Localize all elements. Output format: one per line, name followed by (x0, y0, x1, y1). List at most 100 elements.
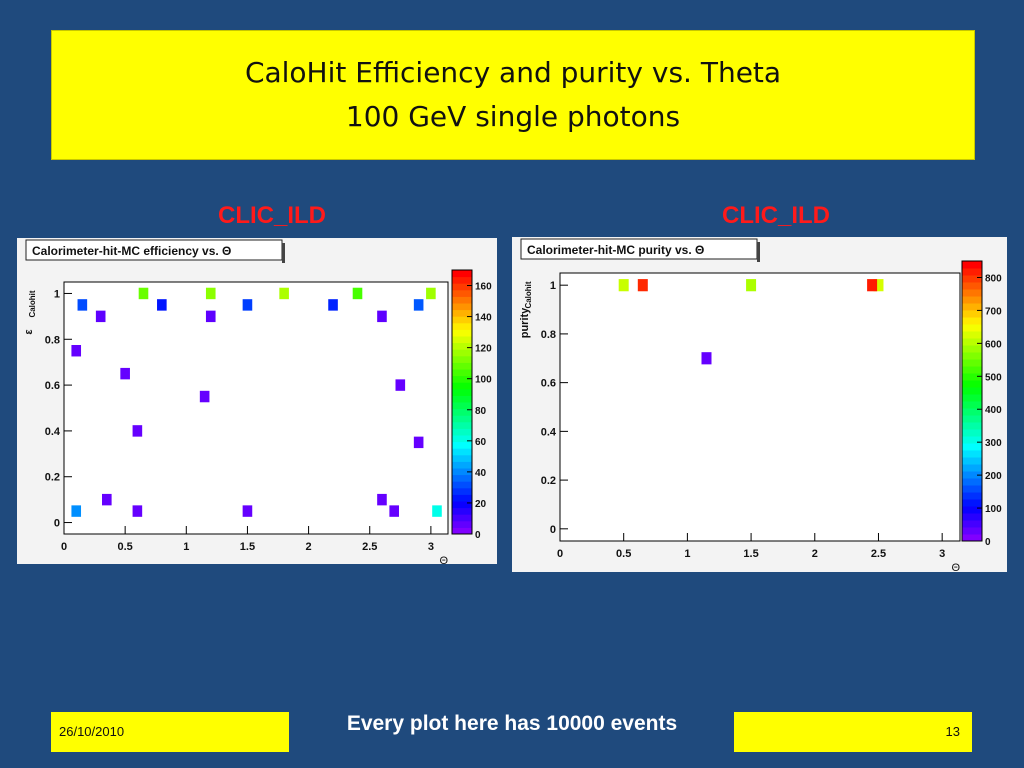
colorbar-segment (962, 478, 982, 486)
heatmap-cell (205, 287, 216, 300)
colorbar-tick-label: 120 (475, 344, 492, 355)
left-plot-label: CLIC_ILD (218, 202, 326, 229)
colorbar-segment (962, 296, 982, 304)
plot-frame (559, 272, 961, 542)
slide-title-line1: CaloHit Efficiency and purity vs. Theta (244, 56, 782, 89)
heatmap-cell (279, 287, 289, 300)
colorbar-segment (962, 268, 982, 276)
heatmap-cell (71, 505, 82, 517)
colorbar-segment (962, 394, 982, 402)
colorbar-segment (962, 380, 982, 388)
purity-histogram: Calorimeter-hit-MC purity vs. Θ 0 0.5 1 1.5 2… (519, 238, 1002, 572)
heatmap-cell (413, 436, 424, 449)
x-tick-label: 2.5 (871, 548, 886, 560)
colorbar-segment (452, 454, 472, 462)
colorbar-segment (452, 316, 472, 324)
colorbar-segment (962, 401, 982, 409)
colorbar-segment (962, 422, 982, 430)
x-tick-label: 0.5 (616, 548, 631, 560)
colorbar-segment (452, 283, 472, 291)
colorbar-segment (452, 461, 472, 469)
colorbar-segment (962, 436, 982, 444)
colorbar-segment (452, 369, 472, 377)
x-tick-label: 3 (428, 541, 434, 553)
colorbar-segment (452, 441, 472, 449)
heatmap-cell (132, 505, 143, 517)
heatmap-cell (377, 493, 387, 506)
heatmap-cell (199, 390, 210, 403)
heatmap-cell (71, 345, 82, 357)
colorbar-frame (961, 260, 983, 542)
heatmap-cell (426, 287, 436, 300)
colorbar-segment (452, 421, 472, 429)
colorbar-segment (962, 261, 982, 269)
colorbar-segment (452, 362, 472, 370)
colorbar-segment (962, 275, 982, 283)
efficiency-plot: Calorimeter-hit-MC efficiency vs. Θ 0 0.5 1… (17, 238, 497, 564)
y-tick-label: 0.4 (541, 426, 557, 438)
colorbar-segment (962, 352, 982, 360)
colorbar-segment (962, 443, 982, 451)
heatmap-cell (328, 299, 338, 311)
colorbar-segment (962, 359, 982, 367)
y-axis-label-subscript: Calohit (28, 290, 37, 317)
colorbar-tick-label: 200 (985, 471, 1002, 482)
colorbar-segment (452, 514, 472, 522)
colorbar-segment (452, 468, 472, 476)
colorbar-tick-label: 500 (985, 372, 1002, 383)
colorbar-tick-label: 160 (475, 282, 492, 293)
title-box: CaloHit Efficiency and purity vs. Theta … (51, 30, 975, 160)
colorbar-segment (452, 349, 472, 357)
colorbar-segment (452, 382, 472, 390)
colorbar-segment (452, 428, 472, 436)
colorbar-segment (962, 527, 982, 535)
colorbar-segment (962, 534, 982, 542)
heatmap-cell (867, 279, 878, 292)
y-axis-label: purity (519, 307, 531, 338)
plot-title-shadow (282, 243, 285, 263)
heatmap-cell (413, 299, 424, 311)
colorbar-segment (962, 338, 982, 346)
x-tick-label: 1.5 (743, 548, 758, 560)
colorbar-segment (962, 471, 982, 479)
heatmap-cell (746, 279, 757, 292)
x-tick-label: 1 (183, 541, 189, 553)
slide-title-line2: 100 GeV single photons (345, 100, 681, 133)
heatmap-cell (205, 310, 216, 323)
colorbar-segment (452, 336, 472, 344)
colorbar-segment (962, 303, 982, 311)
x-axis-label: Θ (951, 562, 960, 572)
heatmap-cell (77, 299, 88, 311)
heatmap-cell (432, 505, 442, 517)
y-axis-label: ε (23, 329, 35, 335)
colorbar-tick-label: 800 (985, 273, 1002, 284)
colorbar-segment (452, 481, 472, 489)
colorbar-segment (962, 387, 982, 395)
purity-plot: Calorimeter-hit-MC purity vs. Θ 0 0.5 1 1.5 2… (512, 237, 1007, 572)
y-tick-label: 1 (550, 280, 556, 292)
colorbar-segment (452, 309, 472, 317)
colorbar-segment (452, 448, 472, 456)
colorbar-segment (452, 342, 472, 350)
colorbar-segment (962, 520, 982, 528)
colorbar-segment (452, 322, 472, 330)
colorbar-segment (452, 289, 472, 297)
page-number: 13 (945, 724, 960, 739)
x-tick-label: 0.5 (117, 541, 132, 553)
x-tick-label: 1 (684, 548, 690, 560)
heatmap-cell (132, 425, 143, 437)
colorbar-segment (962, 429, 982, 437)
colorbar-segment (452, 296, 472, 304)
plot-title-shadow (757, 242, 760, 262)
heatmap-cell (618, 279, 629, 292)
heatmap-cell (873, 279, 884, 292)
colorbar-segment (452, 487, 472, 495)
efficiency-histogram: Calorimeter-hit-MC efficiency vs. Θ 0 0.5 1… (23, 239, 492, 564)
y-tick-label: 1 (54, 288, 60, 300)
heatmap-cell (95, 310, 106, 323)
colorbar-segment (962, 408, 982, 416)
colorbar-segment (962, 289, 982, 297)
colorbar-segment (962, 345, 982, 353)
colorbar-tick-label: 60 (475, 437, 487, 448)
y-tick-label: 0.2 (45, 472, 60, 484)
